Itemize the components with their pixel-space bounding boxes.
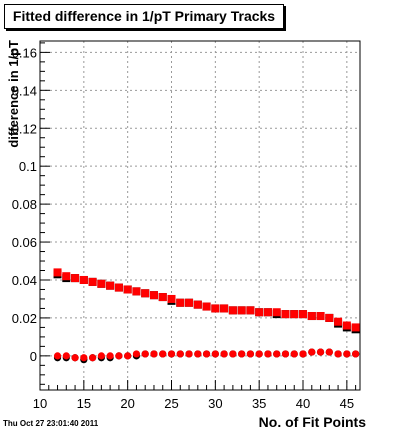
chart-title: Fitted difference in 1/pT Primary Tracks [4, 4, 284, 29]
data-point-circle [124, 352, 132, 360]
data-point-square [228, 306, 237, 315]
data-point-circle [141, 350, 149, 358]
data-point-square [158, 293, 167, 302]
x-tick-label: 20 [120, 396, 134, 411]
data-point-square [307, 312, 316, 321]
grid-lines [39, 41, 360, 390]
data-point-circle [273, 350, 281, 358]
data-point-square [325, 313, 334, 322]
data-point-circle [194, 350, 202, 358]
data-point-circle [238, 350, 246, 358]
data-point-square [272, 308, 281, 317]
x-tick-label: 15 [77, 396, 91, 411]
data-point-square [220, 304, 229, 313]
data-point-circle [264, 350, 272, 358]
data-point-circle [290, 350, 298, 358]
data-point-square [237, 306, 246, 315]
data-point-circle [150, 350, 158, 358]
data-point-circle [106, 352, 114, 360]
y-tick-label: 0 [30, 349, 37, 364]
data-point-circle [343, 350, 351, 358]
data-point-circle [211, 350, 219, 358]
y-axis-label: difference in 1/pT [6, 40, 21, 148]
data-point-square [290, 310, 299, 319]
data-point-square [123, 285, 132, 294]
x-axis-label: No. of Fit Points [259, 414, 367, 430]
data-point-circle [255, 350, 263, 358]
x-tick-label: 40 [296, 396, 310, 411]
data-point-circle [202, 350, 211, 358]
y-tick-label: 0.08 [12, 197, 37, 212]
data-point-circle [167, 350, 176, 358]
data-point-square [334, 317, 343, 326]
data-point-circle [334, 350, 342, 358]
data-point-circle [229, 350, 237, 358]
y-tick-label: 0.04 [12, 273, 37, 288]
data-point-circle [299, 350, 307, 358]
data-point-circle [132, 350, 141, 358]
data-point-square [246, 306, 255, 315]
data-point-circle [352, 350, 360, 358]
data-point-square [351, 323, 360, 332]
data-point-square [211, 304, 220, 313]
series-2 [53, 268, 360, 332]
x-tick-label: 35 [252, 396, 266, 411]
data-point-square [263, 308, 272, 317]
data-point-square [106, 281, 115, 290]
data-point-square [167, 294, 176, 303]
timestamp: Thu Oct 27 23:01:40 2011 [3, 419, 99, 428]
data-point-circle [185, 350, 193, 358]
data-point-circle [80, 354, 88, 362]
data-point-square [176, 298, 185, 307]
y-tick-label: 0.16 [12, 45, 37, 60]
y-tick-label: 0.02 [12, 311, 37, 326]
data-point-circle [62, 352, 70, 360]
data-point-square [53, 268, 62, 277]
data-point-circle [316, 348, 325, 356]
data-point-circle [281, 350, 290, 358]
data-point-square [132, 287, 141, 296]
y-tick-label: 0.06 [12, 235, 37, 250]
axis-tick-labels: 10 15 20 25 30 35 40 45 0 0.02 0.04 0.06 0.08 0.1 0.12… [12, 45, 354, 411]
data-point-square [299, 310, 308, 319]
data-point-circle [159, 350, 167, 358]
data-point-circle [71, 354, 79, 362]
data-point-circle [220, 350, 228, 358]
data-point-square [62, 272, 71, 281]
x-tick-label: 30 [208, 396, 222, 411]
data-point-square [79, 275, 88, 284]
data-point-square [316, 312, 325, 321]
data-point-circle [89, 354, 97, 362]
data-point-square [281, 310, 290, 319]
data-point-circle [176, 350, 184, 358]
data-point-square [193, 300, 202, 309]
data-point-square [88, 277, 97, 286]
y-tick-label: 0.1 [19, 159, 37, 174]
axis-ticks [39, 42, 357, 390]
data-markers [53, 268, 360, 364]
data-point-circle [53, 352, 62, 360]
x-tick-label: 10 [33, 396, 47, 411]
data-point-square [114, 283, 123, 292]
data-point-square [255, 308, 264, 317]
data-point-square [342, 321, 351, 330]
data-point-square [149, 291, 158, 300]
data-point-circle [115, 352, 123, 360]
data-point-circle [97, 352, 105, 360]
data-point-square [185, 298, 194, 307]
y-tick-label: 0.14 [12, 83, 37, 98]
data-point-circle [246, 350, 255, 358]
y-tick-label: 0.12 [12, 121, 37, 136]
plot-frame [39, 40, 361, 391]
data-point-square [71, 274, 80, 283]
data-point-circle [325, 348, 333, 356]
data-point-square [97, 279, 106, 288]
data-point-square [141, 289, 150, 298]
series-4 [53, 348, 360, 362]
x-tick-label: 45 [340, 396, 354, 411]
data-point-circle [308, 348, 316, 356]
data-point-square [202, 302, 211, 311]
x-tick-label: 25 [164, 396, 178, 411]
